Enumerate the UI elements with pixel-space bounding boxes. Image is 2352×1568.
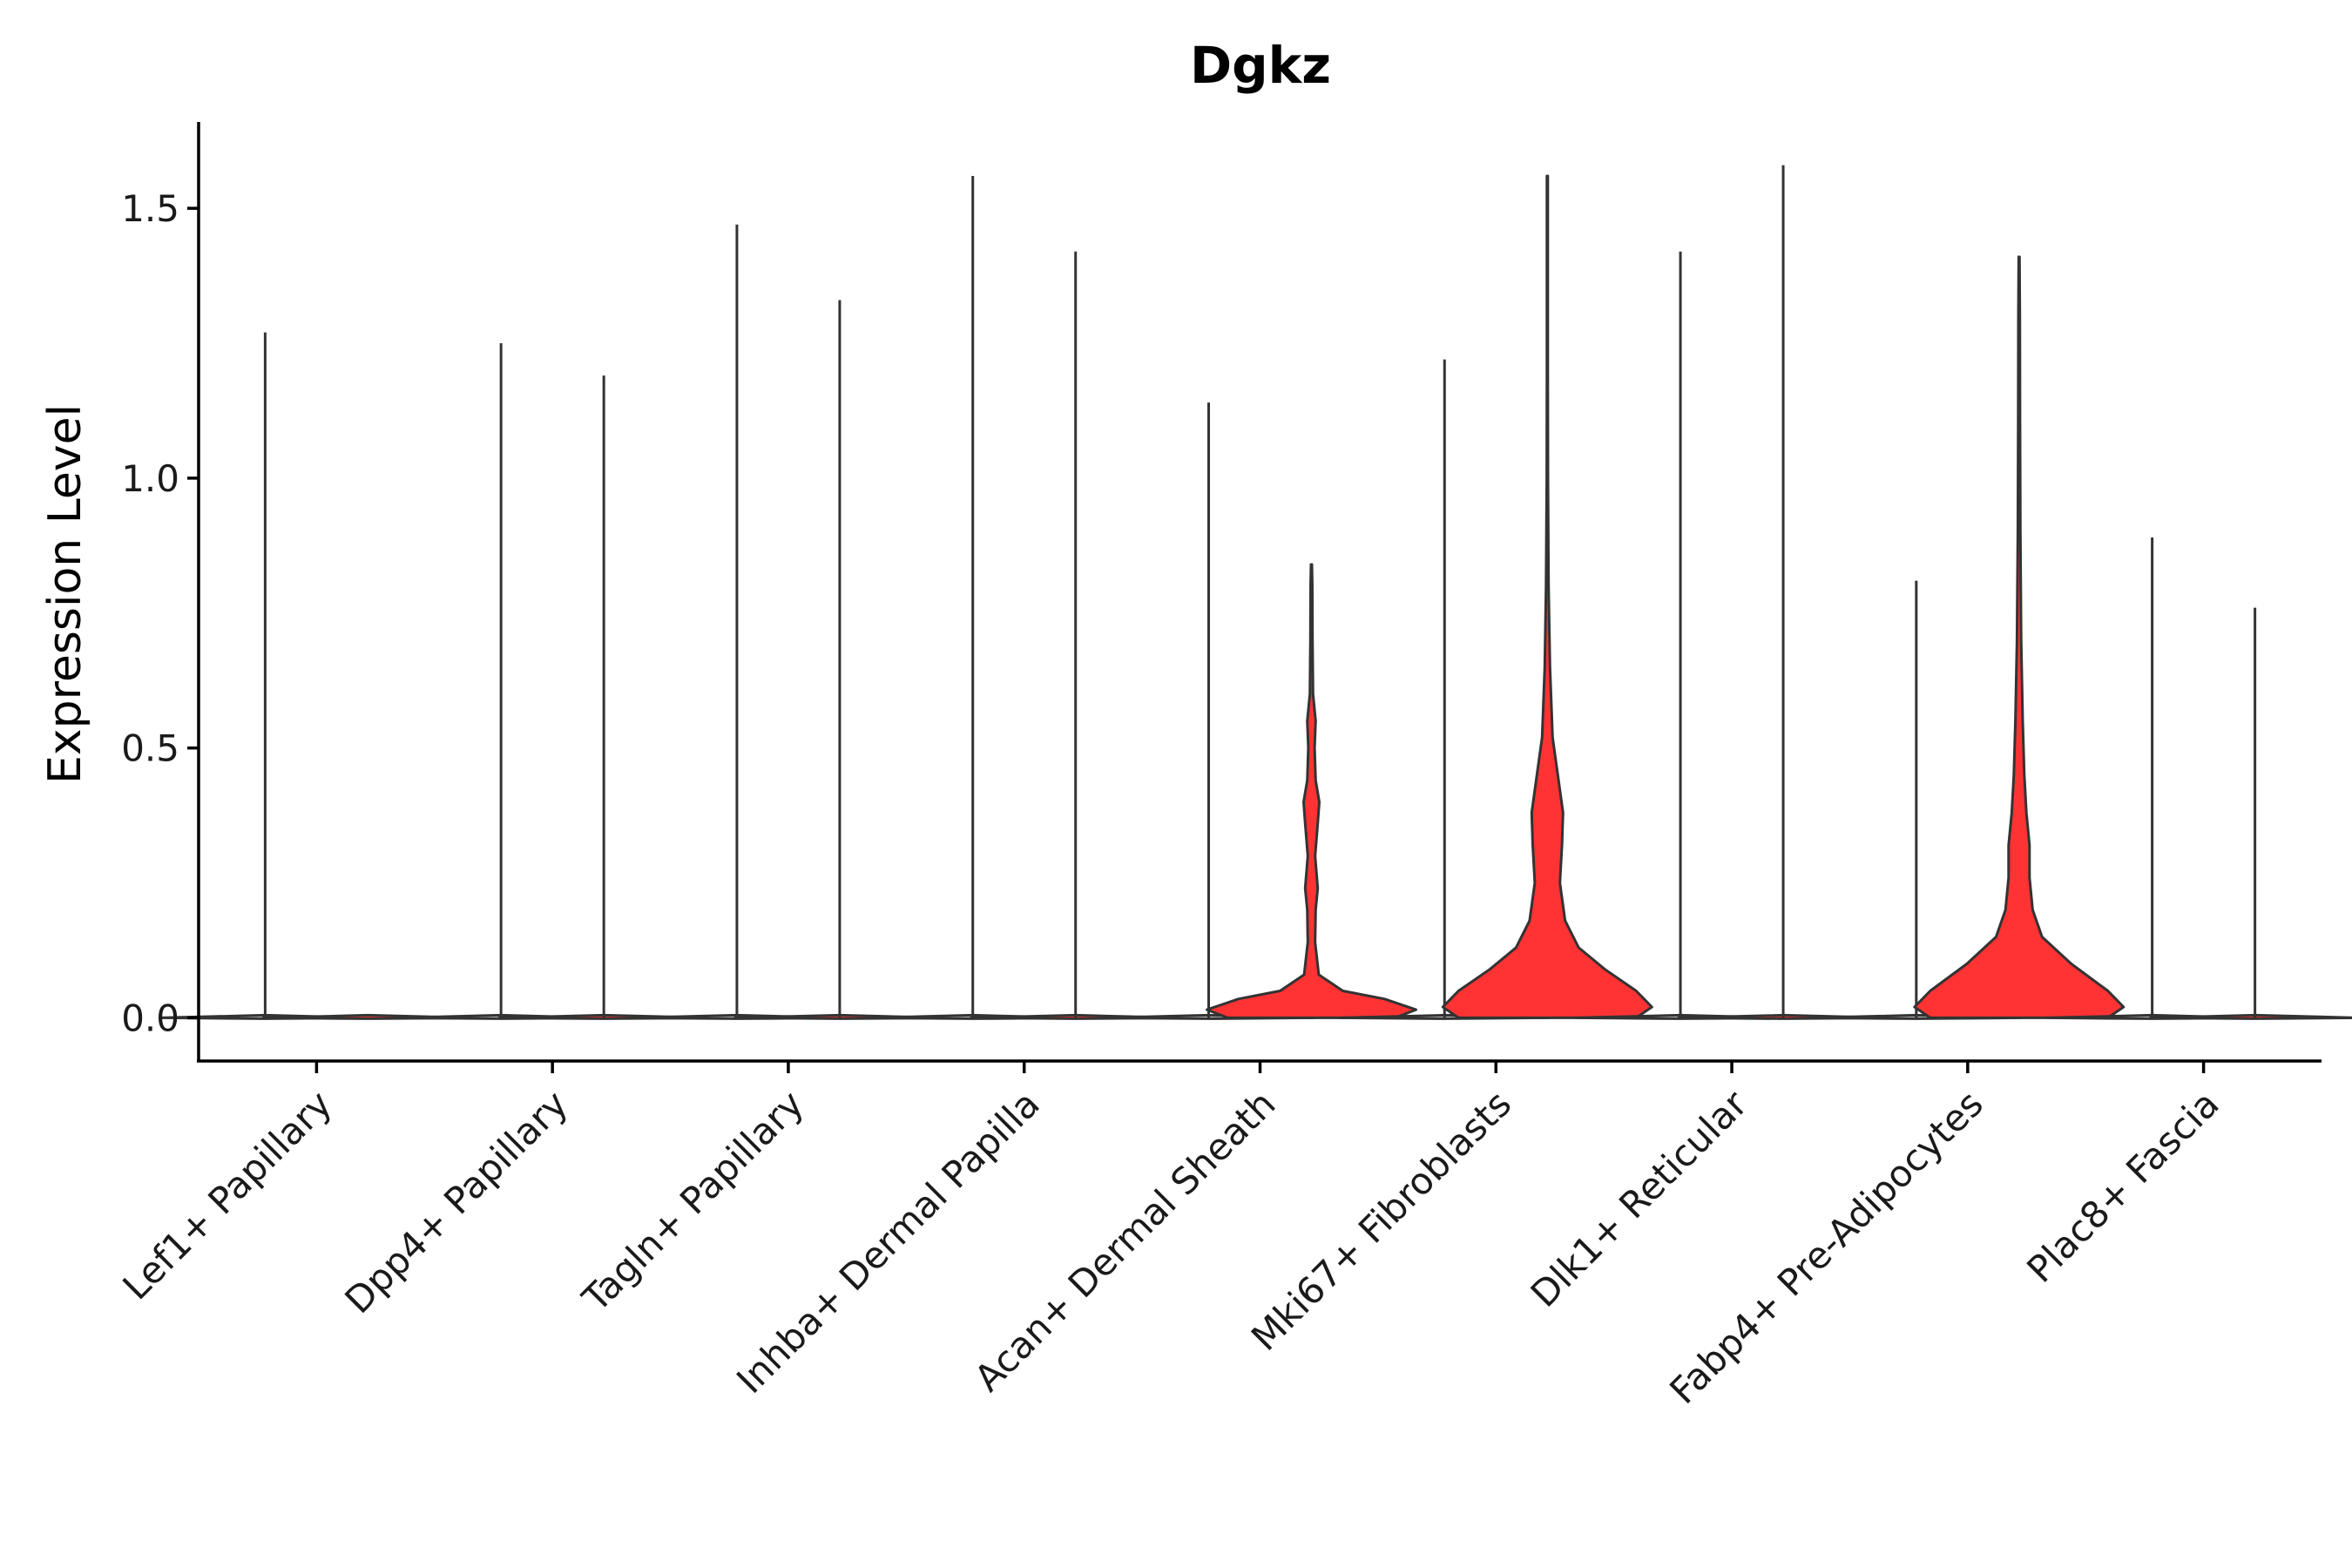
- y-tick-label: 1.5: [121, 187, 179, 230]
- y-tick-label: 0.5: [121, 727, 179, 770]
- x-tick-label: Dpp4+ Papillary: [336, 1082, 576, 1321]
- x-tick-label: Mki67+ Fibroblasts: [1243, 1082, 1519, 1358]
- x-tick-label: Dlk1+ Reticular: [1523, 1082, 1756, 1315]
- x-tick-label: Plac8+ Fascia: [2018, 1082, 2227, 1290]
- x-tick-label: Lef1+ Papillary: [114, 1082, 340, 1308]
- violins-group: [159, 165, 2352, 1020]
- violin-base-8-1: [2149, 1013, 2352, 1020]
- y-tick-label: 0.0: [121, 997, 179, 1039]
- y-axis-label: Expression Level: [39, 404, 91, 784]
- violin-4-1: [1206, 563, 1417, 1019]
- y-tick-label: 1.0: [121, 457, 179, 500]
- violin-7-1: [1913, 255, 2126, 1019]
- y-ticks-group: 0.0 0.5 1.0 1.5: [121, 187, 199, 1039]
- violin-5-1: [1441, 174, 1653, 1019]
- x-tick-label: Tagln+ Papillary: [574, 1082, 812, 1320]
- chart-title: Dgkz: [1190, 36, 1331, 95]
